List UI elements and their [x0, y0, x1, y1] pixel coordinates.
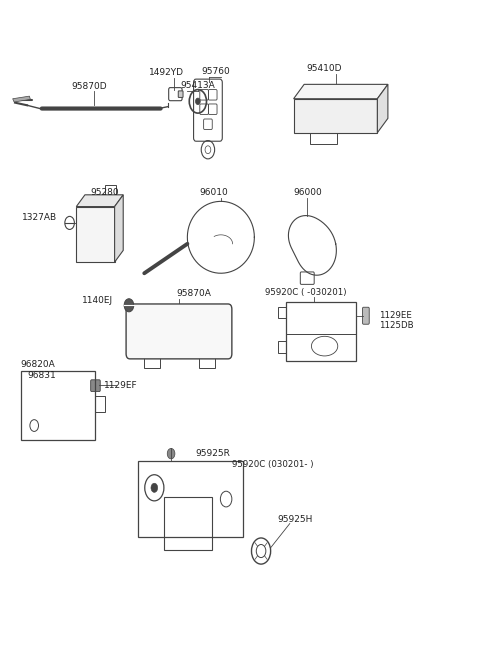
Circle shape: [151, 483, 157, 493]
Text: 1327AB: 1327AB: [22, 214, 57, 222]
Text: 95925R: 95925R: [195, 449, 230, 458]
Text: 95410D: 95410D: [306, 64, 342, 73]
Text: 95870D: 95870D: [72, 82, 107, 91]
FancyBboxPatch shape: [362, 307, 369, 324]
Circle shape: [124, 299, 134, 312]
Polygon shape: [115, 195, 123, 262]
Text: 95920C (030201- ): 95920C (030201- ): [232, 460, 313, 469]
Text: 96831: 96831: [27, 371, 56, 380]
Text: 95760: 95760: [202, 67, 230, 76]
Polygon shape: [76, 195, 123, 206]
Text: 95280: 95280: [91, 189, 120, 197]
Text: 95413A: 95413A: [180, 81, 215, 90]
Circle shape: [195, 98, 200, 105]
Circle shape: [167, 449, 175, 459]
Text: 95870A: 95870A: [177, 289, 212, 298]
Polygon shape: [377, 84, 388, 133]
Polygon shape: [294, 99, 377, 133]
Text: 1492YD: 1492YD: [149, 68, 184, 77]
Text: 95925H: 95925H: [277, 515, 312, 523]
Text: 1129EF: 1129EF: [104, 381, 137, 390]
Text: 1129EE: 1129EE: [379, 310, 412, 320]
Text: 96010: 96010: [199, 189, 228, 197]
Text: 96000: 96000: [294, 189, 323, 197]
Text: 1125DB: 1125DB: [379, 321, 413, 330]
FancyBboxPatch shape: [126, 304, 232, 359]
Text: 95920C ( -030201): 95920C ( -030201): [265, 288, 347, 297]
Text: 1140EJ: 1140EJ: [82, 295, 113, 305]
Polygon shape: [76, 206, 115, 262]
Polygon shape: [12, 96, 30, 102]
Polygon shape: [294, 84, 388, 99]
Text: 96820A: 96820A: [21, 360, 56, 369]
FancyBboxPatch shape: [178, 91, 183, 98]
FancyBboxPatch shape: [91, 380, 100, 392]
